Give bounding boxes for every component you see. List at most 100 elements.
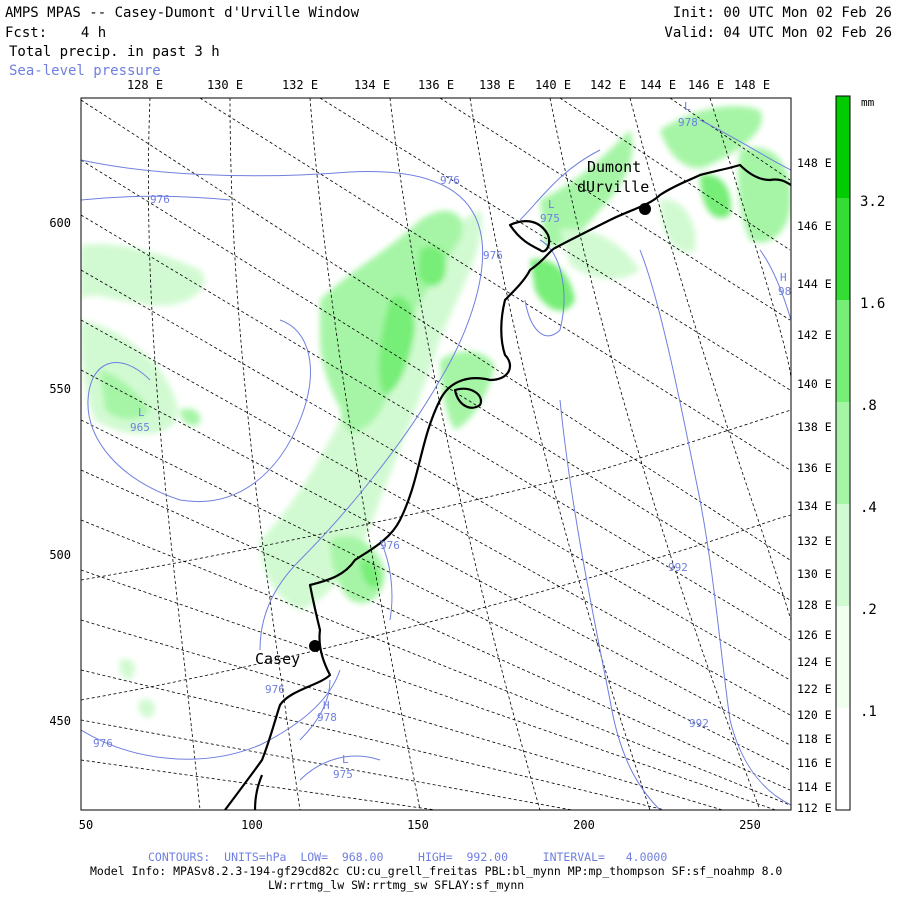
lon-label: 120 E <box>797 708 832 722</box>
plot-frame <box>80 97 792 811</box>
precip-area <box>560 229 640 280</box>
valid-time: Valid: 04 UTC Mon 02 Feb 26 <box>664 25 892 41</box>
lon-label: 140 E <box>535 78 571 92</box>
lon-label: 114 E <box>797 780 832 794</box>
lon-label: 124 E <box>797 655 832 669</box>
colorbar-swatch <box>836 402 850 504</box>
station-name-line2: dUrville <box>577 178 649 196</box>
x-label: 50 <box>79 818 93 832</box>
colorbar-level: .2 <box>860 602 877 618</box>
precip-area <box>700 174 731 219</box>
pressure-label: 976 <box>150 193 170 206</box>
lon-label: 130 E <box>207 78 243 92</box>
x-label: 150 <box>407 818 429 832</box>
colorbar-level: 1.6 <box>860 296 885 312</box>
station-casey: Casey <box>255 640 321 668</box>
forecast-hour: Fcst: 4 h <box>5 25 107 41</box>
pressure-label: 965 <box>130 421 150 434</box>
colorbar-swatch <box>836 708 850 810</box>
pressure-mark: L <box>342 753 349 766</box>
lon-label: 126 E <box>797 628 832 642</box>
precip-area <box>81 244 205 306</box>
lon-label: 142 E <box>590 78 626 92</box>
lon-label: 144 E <box>797 277 832 291</box>
pressure-label: 976 <box>440 174 460 187</box>
pressure-label: 976 <box>265 683 285 696</box>
pressure-mark: H <box>323 699 330 712</box>
pressure-label: 976 <box>483 249 503 262</box>
station-dumont-durville: Dumont dUrville <box>577 158 651 215</box>
colorbar-level: .1 <box>860 704 877 720</box>
precip-area <box>180 408 201 426</box>
station-marker-icon <box>309 640 321 652</box>
y-label: 550 <box>49 382 71 396</box>
lon-label: 148 E <box>797 156 832 170</box>
lon-label: 116 E <box>797 756 832 770</box>
lon-label: 146 E <box>688 78 724 92</box>
colorbar-level: .4 <box>860 500 877 516</box>
lon-label: 122 E <box>797 682 832 696</box>
pressure-mark: L <box>548 198 555 211</box>
lon-label: 128 E <box>797 598 832 612</box>
colorbar-swatch <box>836 606 850 708</box>
precip-area <box>119 659 136 680</box>
x-label: 100 <box>241 818 263 832</box>
pressure-mark: L <box>684 100 691 113</box>
precip-area <box>418 246 446 287</box>
y-axis-labels: 600 550 500 450 <box>49 216 71 728</box>
map-title: AMPS MPAS -- Casey-Dumont d'Urville Wind… <box>5 5 360 21</box>
lon-label: 134 E <box>354 78 390 92</box>
pressure-contours <box>81 119 791 810</box>
precip-area <box>540 130 633 246</box>
pressure-label: 978 <box>678 116 698 129</box>
colorbar-swatch <box>836 96 850 198</box>
lat-lon-grid <box>81 98 791 810</box>
colorbar-swatch <box>836 198 850 300</box>
colorbar-swatch <box>836 504 850 606</box>
lon-label: 146 E <box>797 219 832 233</box>
lon-label: 148 E <box>734 78 770 92</box>
lon-label: 128 E <box>127 78 163 92</box>
field-name: Total precip. in past 3 h <box>9 44 220 60</box>
lon-label: 136 E <box>418 78 454 92</box>
overlay-name: Sea-level pressure <box>9 63 161 79</box>
lon-label: 118 E <box>797 732 832 746</box>
y-label: 450 <box>49 714 71 728</box>
y-label: 500 <box>49 548 71 562</box>
y-label: 600 <box>49 216 71 230</box>
x-label: 200 <box>573 818 595 832</box>
station-name-line1: Dumont <box>587 158 641 176</box>
lon-label: 144 E <box>640 78 676 92</box>
pressure-label: 976 <box>93 737 113 750</box>
model-info: Model Info: MPASv8.2.3-194-gf29cd82c CU:… <box>90 864 783 878</box>
lon-label: 138 E <box>479 78 515 92</box>
lon-label: 132 E <box>797 534 832 548</box>
init-time: Init: 00 UTC Mon 02 Feb 26 <box>672 5 892 21</box>
colorbar-frame <box>835 95 851 811</box>
pressure-label: 98 <box>778 285 791 298</box>
precip-area <box>440 351 495 430</box>
station-marker-icon <box>639 203 651 215</box>
colorbar-swatch <box>836 300 850 402</box>
colorbar-level: 3.2 <box>860 194 885 210</box>
precip-area <box>530 259 575 311</box>
precip-shading <box>81 106 791 718</box>
lon-label: 134 E <box>797 499 832 513</box>
right-longitude-labels: 148 E 146 E 144 E 142 E 140 E 138 E 136 … <box>797 156 832 815</box>
lon-label: 132 E <box>282 78 318 92</box>
precip-area <box>378 296 415 395</box>
contour-info: CONTOURS: UNITS=hPa LOW= 968.00 HIGH= 99… <box>148 850 668 864</box>
station-name: Casey <box>255 650 300 668</box>
lon-label: 136 E <box>797 461 832 475</box>
pressure-labels: 978 976 976 975 976 965 976 976 978 975 … <box>93 100 791 781</box>
x-axis-labels: 50 100 150 200 250 <box>79 818 761 832</box>
model-info-line2: LW:rrtmg_lw SW:rrtmg_sw SFLAY:sf_mynn <box>268 878 525 892</box>
pressure-label: 975 <box>333 768 353 781</box>
pressure-mark: L <box>138 406 145 419</box>
pressure-label: 992 <box>668 561 688 574</box>
pressure-label: 978 <box>317 711 337 724</box>
coastline <box>224 163 791 810</box>
colorbar-unit: mm <box>861 96 875 109</box>
x-label: 250 <box>739 818 761 832</box>
